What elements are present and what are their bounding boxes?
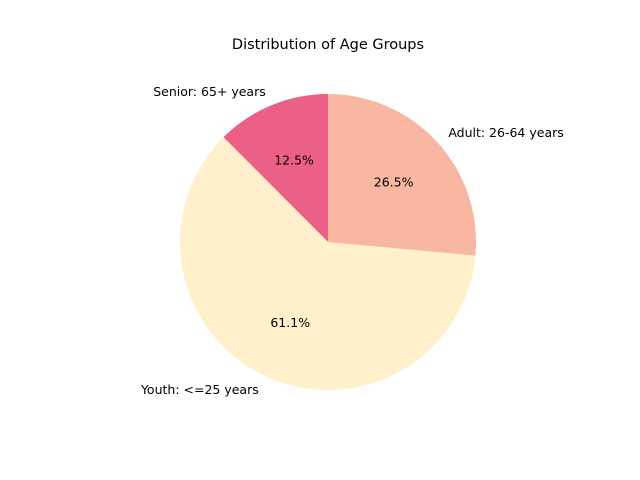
pie-slices (179, 94, 476, 391)
slice-percent-senior: 12.5% (274, 152, 314, 167)
pie-labels: Senior: 65+ years 12.5% Youth: <=25 years 6… (140, 84, 564, 397)
slice-label-adult: Adult: 26-64 years (448, 125, 563, 140)
chart-title: Distribution of Age Groups (232, 37, 424, 53)
slice-label-youth: Youth: <=25 years (140, 382, 259, 397)
slice-label-senior: Senior: 65+ years (153, 84, 266, 99)
slice-percent-adult: 26.5% (374, 175, 414, 190)
pie-slice-adult (328, 94, 476, 256)
pie-slice-youth (179, 137, 476, 391)
slice-percent-youth: 61.1% (270, 315, 310, 330)
pie-slice-senior (223, 94, 328, 242)
